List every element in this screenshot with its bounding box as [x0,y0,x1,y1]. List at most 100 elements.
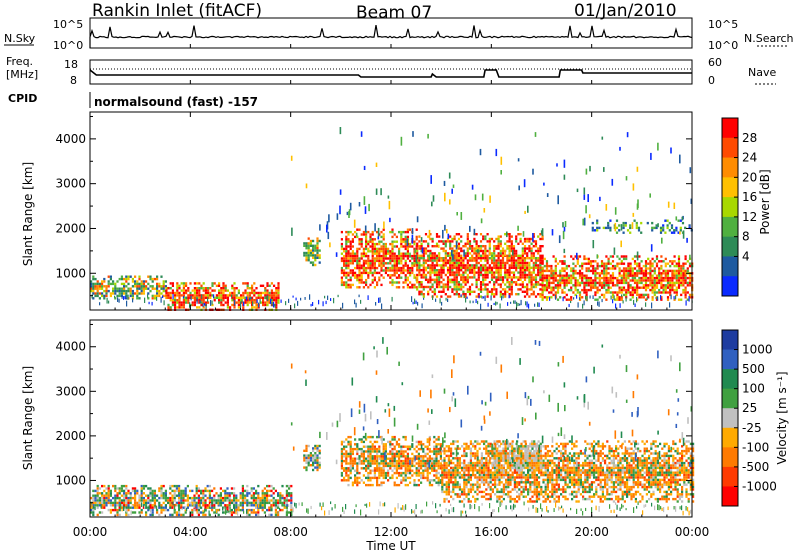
range-gate-cell [590,277,592,279]
range-gate-cell [627,267,629,269]
range-gate-cell [463,452,465,454]
range-gate-cell [165,490,167,492]
range-gate-cell [341,453,343,455]
range-gate-cell [407,277,409,279]
range-gate-cell [621,260,623,262]
range-gate-cell [136,297,138,299]
range-gate-cell [167,497,169,499]
range-gate-cell [380,484,382,486]
range-gate-cell [180,497,182,499]
range-gate-cell [352,274,354,276]
range-gate-cell [535,279,537,281]
range-gate-cell [447,259,449,261]
range-gate-cell [246,502,248,504]
range-gate-cell [685,279,687,281]
range-gate-cell [542,289,544,291]
range-gate-cell [421,243,423,245]
range-gate-cell [367,243,369,245]
range-gate-cell [599,284,601,286]
range-gate-cell [316,447,318,449]
range-gate-cell [619,282,621,284]
range-gate-cell [443,464,445,466]
range-gate-cell [378,241,380,243]
range-gate-cell [365,458,367,460]
range-gate-cell [469,240,471,242]
range-gate-cell [235,497,237,499]
range-gate-cell [310,254,312,256]
range-gate-cell [209,495,211,497]
range-gate-cell [144,298,145,303]
range-gate-cell [369,450,371,452]
range-gate-cell [378,272,380,274]
range-gate-cell [112,290,114,292]
range-gate-cell [506,257,508,259]
range-gate-cell [108,280,110,282]
range-gate-cell [405,450,407,452]
range-gate-cell [365,226,367,232]
range-gate-cell [535,274,537,276]
range-gate-cell [350,203,352,211]
range-gate-cell [147,499,149,501]
range-gate-cell [649,270,651,272]
range-gate-cell [273,504,275,506]
range-gate-cell [103,504,105,506]
range-gate-cell [512,250,514,256]
range-gate-cell [533,264,535,266]
range-gate-cell [290,492,292,494]
range-gate-cell [270,499,272,501]
range-gate-cell [246,514,248,516]
range-gate-cell [273,497,275,499]
range-gate-cell [152,295,154,297]
range-gate-cell [132,507,134,509]
range-gate-cell [385,460,387,462]
range-gate-cell [513,276,515,278]
range-gate-cell [376,465,378,467]
range-gate-cell [575,265,577,267]
range-gate-cell [380,453,382,455]
range-gate-cell [238,301,240,303]
range-gate-cell [632,291,634,293]
range-gate-cell [594,272,596,274]
range-gate-cell [685,287,687,289]
range-gate-cell [491,295,492,300]
range-gate-cell [101,280,103,282]
range-gate-cell [641,267,643,269]
range-gate-cell [273,285,275,287]
range-gate-cell [125,278,127,280]
range-gate-cell [347,443,349,445]
range-gate-cell [450,474,452,476]
range-gate-cell [467,279,469,281]
range-gate-cell [678,279,680,281]
range-gate-cell [117,297,118,302]
range-gate-cell [267,295,268,301]
range-gate-cell [520,262,522,264]
range-gate-cell [123,499,125,501]
range-gate-cell [314,452,316,454]
range-gate-cell [407,472,409,474]
range-gate-cell [288,511,290,513]
range-gate-cell [200,287,202,289]
range-gate-cell [482,276,484,278]
range-gate-cell [341,253,343,255]
range-gate-cell [446,474,448,476]
range-gate-cell [229,492,231,494]
range-gate-cell [473,250,475,252]
range-gate-cell [319,254,321,256]
range-gate-cell [161,297,162,303]
range-gate-cell [467,240,469,242]
range-gate-cell [577,189,579,192]
range-gate-cell [275,509,277,511]
range-gate-cell [590,263,592,265]
range-gate-cell [643,279,645,281]
range-gate-cell [454,238,456,240]
range-gate-cell [427,291,429,293]
range-gate-cell [566,299,568,301]
range-gate-cell [380,458,382,460]
range-gate-cell [471,255,473,257]
range-gate-cell [108,285,110,287]
range-gate-cell [251,495,253,497]
range-gate-cell [493,257,495,259]
range-gate-cell [347,479,349,481]
range-gate-cell [450,479,452,481]
